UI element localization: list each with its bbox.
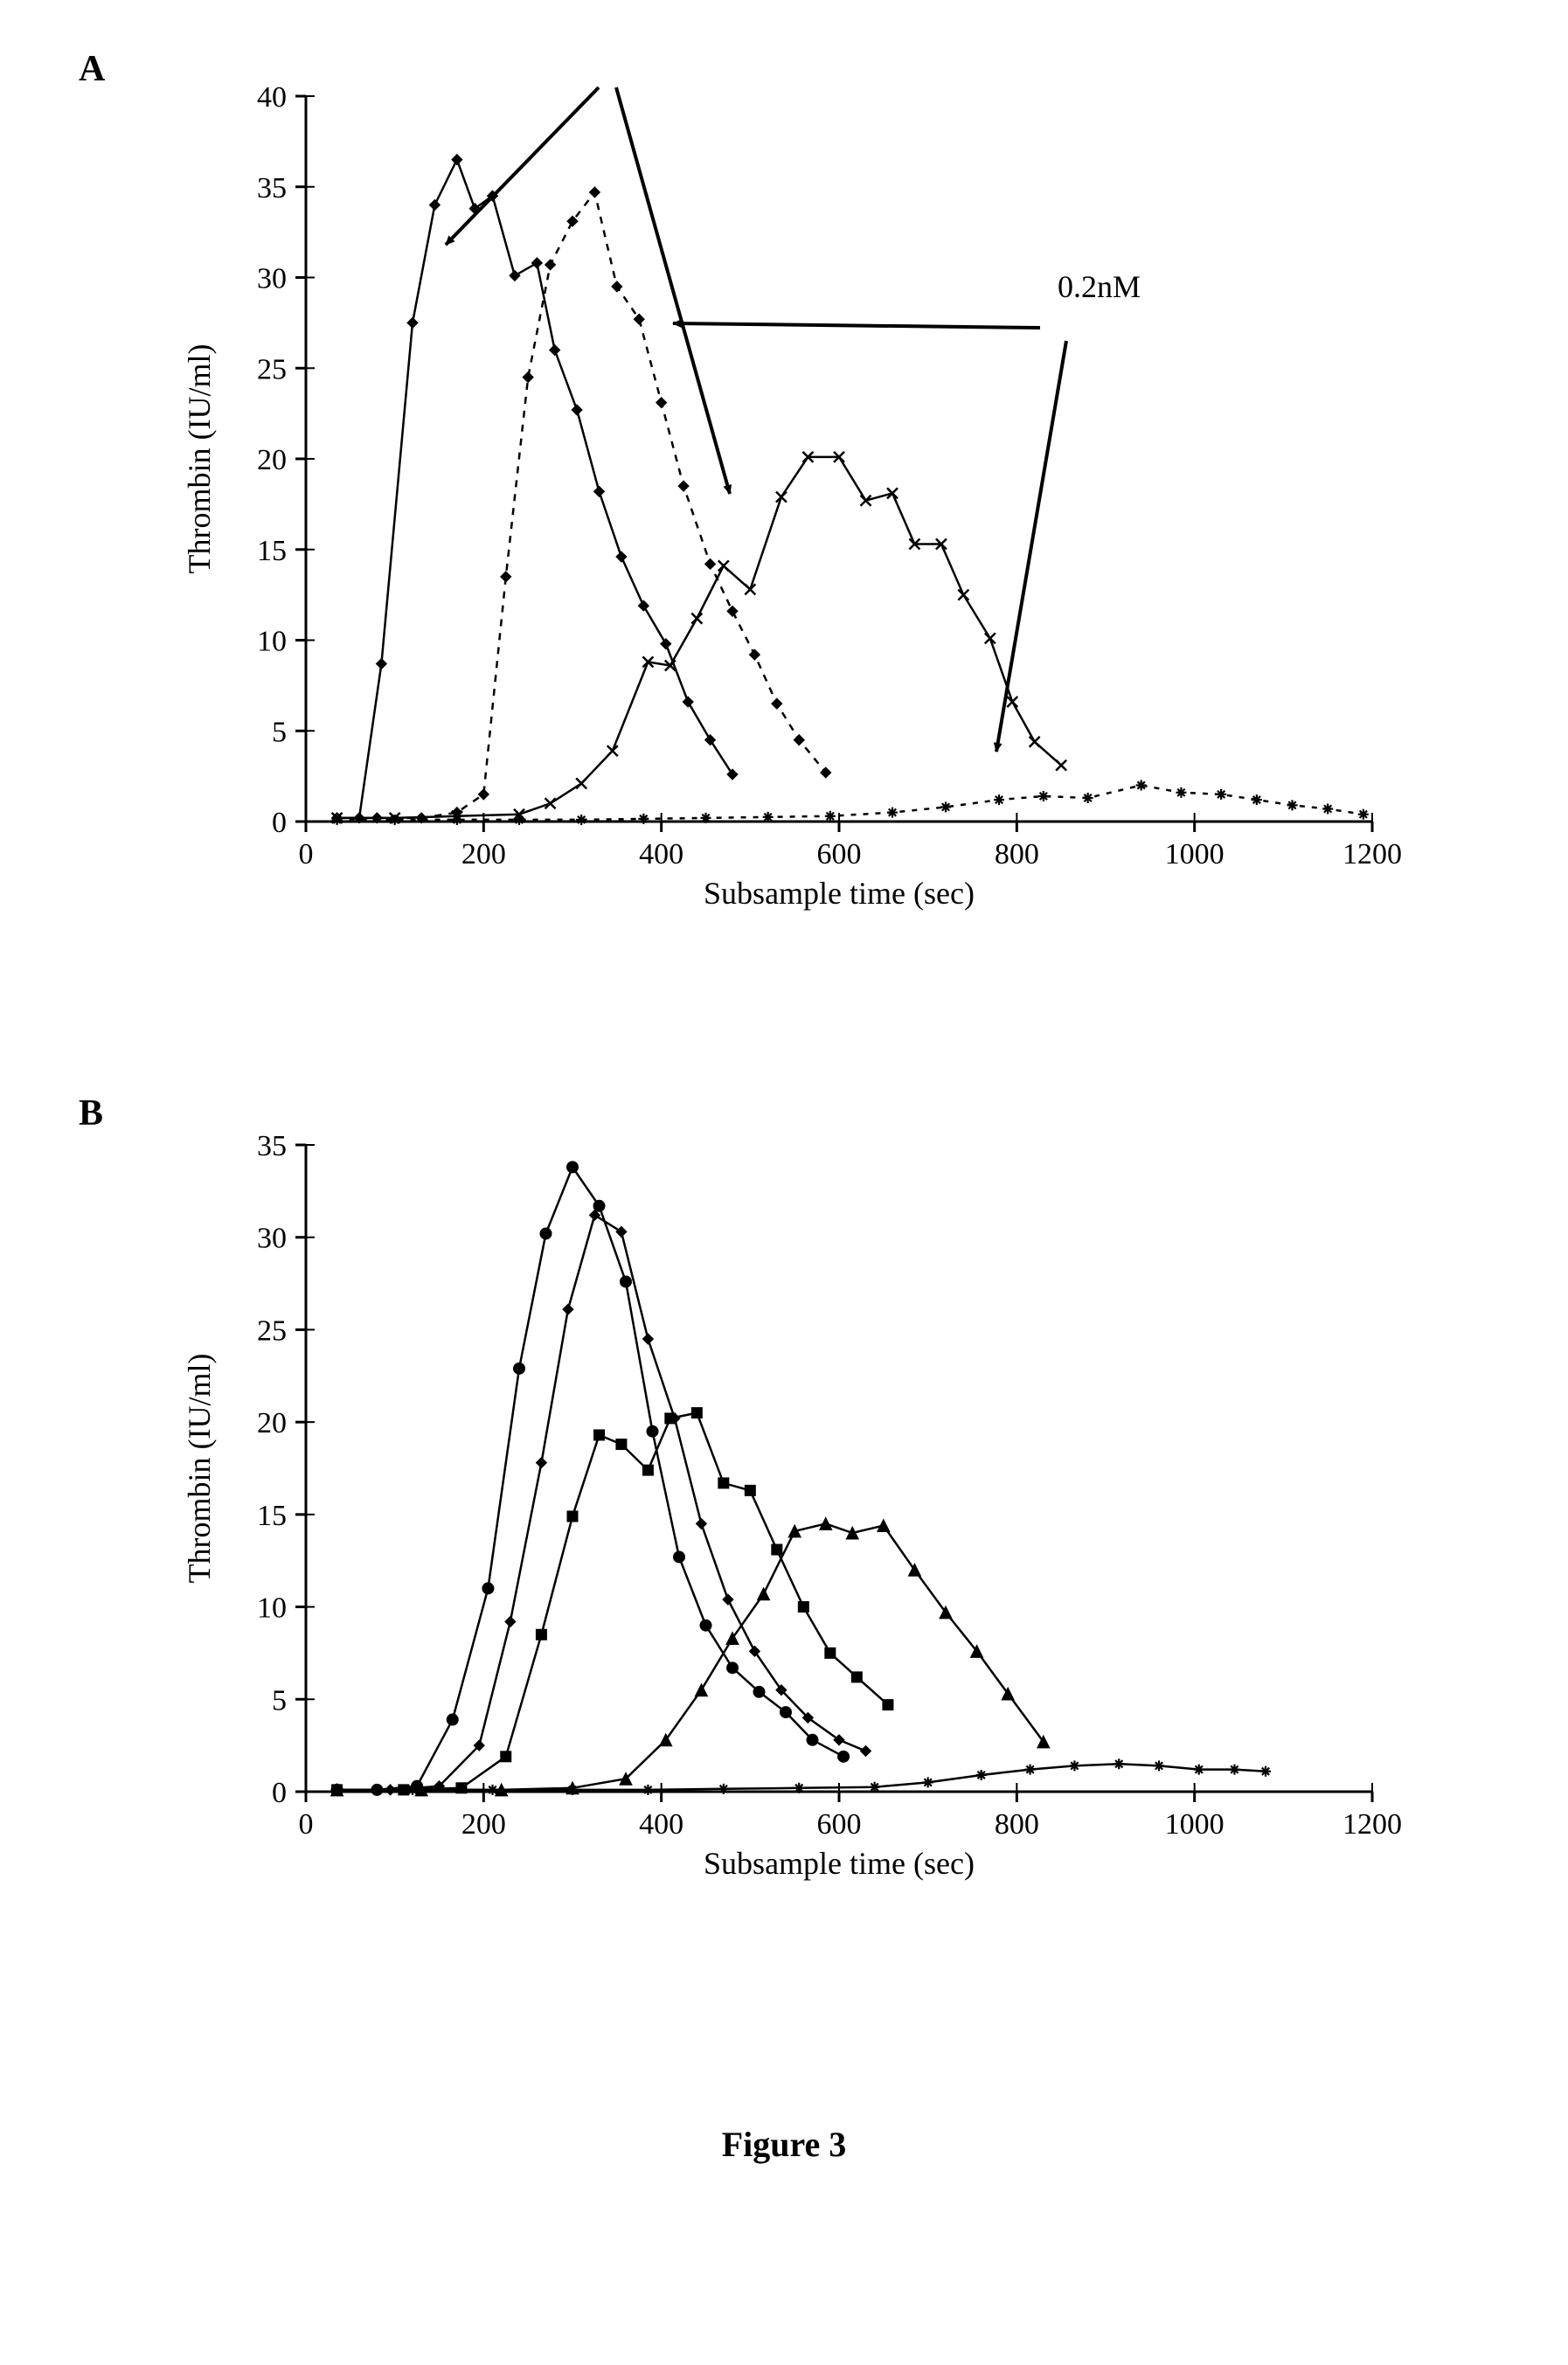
svg-text:0: 0 [299, 1808, 314, 1841]
chart-a: 0510152025303540020040060080010001200Sub… [157, 61, 1416, 940]
svg-text:20: 20 [257, 1407, 287, 1439]
svg-text:10: 10 [257, 626, 287, 658]
svg-text:400: 400 [639, 1808, 683, 1841]
svg-text:20: 20 [257, 444, 287, 476]
svg-text:5: 5 [272, 1684, 287, 1717]
svg-text:600: 600 [817, 1808, 862, 1841]
svg-text:1000: 1000 [1165, 838, 1225, 870]
chart-svg: 0510152025303540020040060080010001200Sub… [157, 61, 1416, 935]
svg-text:800: 800 [995, 838, 1039, 870]
svg-text:30: 30 [257, 1223, 287, 1255]
chart-b: 0 5 10 15 20 25 30 35 0 200 400 600 800 1000 1200 Subsa… [157, 1119, 1416, 1910]
svg-text:1000: 1000 [1165, 1808, 1225, 1841]
svg-text:Subsample time (sec): Subsample time (sec) [704, 876, 975, 911]
svg-text:400: 400 [639, 838, 683, 870]
svg-text:0: 0 [272, 1777, 287, 1809]
svg-text:200: 200 [461, 1808, 506, 1841]
panel-a-label: A [79, 48, 105, 90]
svg-text:800: 800 [995, 1808, 1039, 1841]
svg-text:Thrombin (IU/ml): Thrombin (IU/ml) [182, 1354, 217, 1584]
svg-text:15: 15 [257, 1500, 287, 1532]
figure-caption: Figure 3 [0, 2124, 1568, 2165]
svg-text:1200: 1200 [1343, 1808, 1402, 1841]
svg-text:5: 5 [272, 716, 287, 748]
svg-text:600: 600 [817, 838, 862, 870]
svg-text:35: 35 [257, 172, 287, 205]
svg-text:35: 35 [257, 1130, 287, 1162]
svg-text:Subsample time (sec): Subsample time (sec) [704, 1846, 975, 1881]
svg-text:0.2nM: 0.2nM [1058, 269, 1141, 304]
svg-text:15: 15 [257, 535, 287, 567]
svg-text:25: 25 [257, 1314, 287, 1347]
svg-text:Thrombin (IU/ml): Thrombin (IU/ml) [182, 344, 217, 574]
svg-text:10: 10 [257, 1592, 287, 1625]
svg-text:30: 30 [257, 263, 287, 295]
svg-text:25: 25 [257, 353, 287, 385]
svg-text:1200: 1200 [1343, 838, 1402, 870]
svg-text:0: 0 [272, 807, 287, 839]
svg-text:0: 0 [299, 838, 314, 870]
chart-svg: 0 5 10 15 20 25 30 35 0 200 400 600 800 1000 1200 Subsa… [157, 1119, 1416, 1905]
svg-text:40: 40 [257, 81, 287, 114]
svg-text:200: 200 [461, 838, 506, 870]
panel-b-label: B [79, 1092, 103, 1134]
